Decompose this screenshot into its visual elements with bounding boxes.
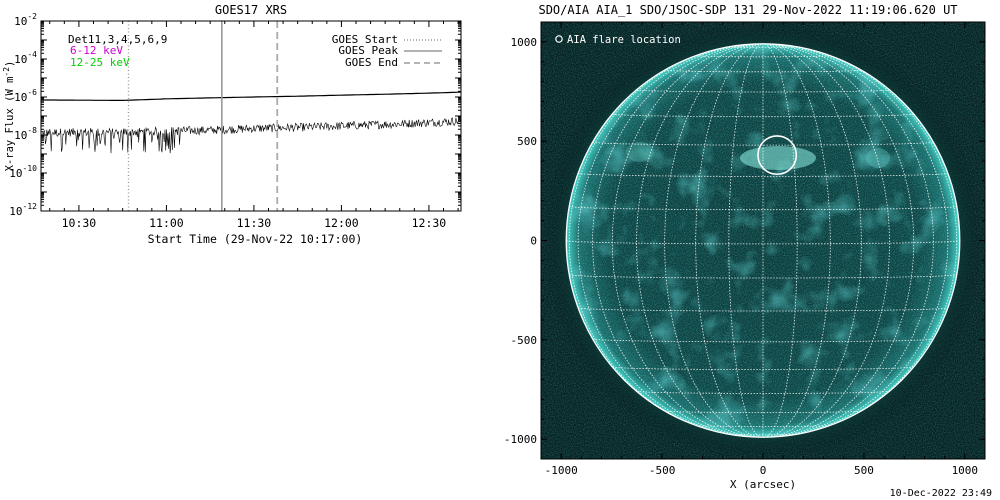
legend-label-goes-end: GOES End — [345, 56, 398, 69]
goes-channel-label-low: 6-12 keV — [70, 44, 123, 57]
longitude-line — [762, 43, 890, 438]
latitude-line — [728, 46, 798, 48]
aia-x-tick-label: 500 — [854, 464, 874, 477]
aia-y-tick-label: 0 — [530, 235, 537, 248]
goes-panel: GOES17 XRS 10:30 11:00 11:30 12:00 12:30 10-… — [2, 3, 462, 246]
goes-y-tick-label: 10-2 — [14, 12, 37, 28]
goes-y-tick-label: 10-10 — [9, 164, 37, 180]
aia-panel: SDO/AIA AIA_1 SDO/JSOC-SDP 131 29-Nov-20… — [504, 3, 986, 491]
goes-y-axis-label-text: X-ray Flux (W m — [4, 77, 16, 172]
legend-label-goes-start: GOES Start — [332, 33, 398, 46]
aia-x-tick-label: -1000 — [545, 464, 578, 477]
longitude-line — [664, 43, 764, 438]
latitude-line — [636, 390, 890, 394]
goes-y-axis-label-exponent: -2 — [2, 67, 11, 77]
longitude-line — [762, 43, 862, 438]
goes-y-tick-label: 10-12 — [9, 202, 37, 218]
goes-y-tick-exponent: -10 — [23, 164, 38, 173]
goes-y-tick-base: 10 — [14, 91, 27, 104]
goes-y-tick-exponent: -12 — [23, 202, 38, 211]
goes-x-tick-label: 12:30 — [412, 216, 447, 230]
goes-x-axis-label: Start Time (29-Nov-22 10:17:00) — [148, 232, 363, 246]
aia-x-tick-label: -500 — [649, 464, 676, 477]
longitude-line — [611, 43, 764, 438]
latitude-line — [592, 338, 934, 343]
longitude-line — [762, 43, 915, 438]
goes-x-tick-label: 11:30 — [237, 216, 272, 230]
aia-x-axis-label: X (arcsec) — [730, 478, 796, 491]
active-region-west — [866, 148, 890, 168]
goes-y-tick-exponent: -8 — [27, 126, 37, 135]
goes-title: GOES17 XRS — [215, 3, 287, 17]
aia-x-tick-label: 0 — [760, 464, 767, 477]
active-region-east — [626, 142, 654, 162]
aia-y-tick-label: 500 — [517, 135, 537, 148]
goes-y-tick-base: 10 — [14, 129, 27, 142]
goes-y-tick-label: 10-6 — [14, 88, 37, 104]
aia-x-tick-label: 1000 — [952, 464, 979, 477]
goes-y-axis-label: X-ray Flux (W m-2) — [2, 61, 16, 172]
latitude-line — [695, 55, 831, 58]
goes-channel-label-detectors: Det11,3,4,5,6,9 — [68, 33, 167, 46]
aia-y-tick-label: -1000 — [504, 433, 537, 446]
goes-series-layer — [41, 91, 461, 154]
flare-legend-label: AIA flare location — [567, 34, 681, 46]
goes-y-tick-exponent: -6 — [27, 88, 37, 97]
latitude-line — [612, 113, 914, 118]
solar-limb — [565, 43, 961, 438]
latitude-line — [728, 433, 798, 436]
flare-location-circle — [757, 135, 798, 176]
footer-timestamp: 10-Dec-2022 23:49 — [890, 488, 992, 499]
goes-y-tick-base: 10 — [14, 15, 27, 28]
flare-legend-symbol — [555, 35, 563, 43]
goes-series-lower-line — [41, 117, 461, 154]
longitude-line — [762, 43, 934, 438]
latitude-line — [577, 172, 949, 177]
latitude-line — [612, 366, 914, 370]
goes-y-tick-label: 10-8 — [14, 126, 37, 142]
goes-y-tick-label: 10-4 — [14, 50, 37, 66]
aia-image: AIA flare location — [541, 22, 985, 459]
goes-y-tick-base: 10 — [14, 53, 27, 66]
latitude-line — [695, 425, 831, 427]
longitude-line — [592, 43, 764, 438]
goes-y-tick-base: 10 — [9, 205, 22, 218]
aia-title: SDO/AIA AIA_1 SDO/JSOC-SDP 131 29-Nov-20… — [538, 3, 957, 17]
goes-legend: GOES Start GOES Peak GOES End — [332, 33, 442, 69]
longitude-line — [636, 43, 764, 438]
goes-x-tick-label: 11:00 — [149, 216, 184, 230]
goes-marker-layer — [127, 21, 279, 211]
goes-y-tick-base: 10 — [9, 167, 22, 180]
active-region-bright — [740, 146, 816, 170]
longitude-line — [762, 43, 798, 438]
latitude-line — [566, 240, 960, 245]
goes-x-tick-label: 10:30 — [62, 216, 97, 230]
aia-x-axis: -1000 -500 0 500 1000 — [540, 22, 986, 477]
goes-y-tick-exponent: -2 — [27, 12, 37, 21]
latitude-line — [578, 307, 948, 312]
goes-channel-label-high: 12-25 keV — [70, 56, 130, 69]
goes-y-axis-label-close: ) — [4, 61, 16, 67]
legend-label-goes-peak: GOES Peak — [338, 44, 398, 57]
goes-series-upper-line — [41, 91, 461, 101]
goes-x-axis: 10:30 11:00 11:30 12:00 12:30 — [49, 21, 459, 230]
goes-y-tick-exponent: -4 — [27, 50, 37, 59]
goes-x-tick-label: 12:00 — [324, 216, 359, 230]
latitude-line — [569, 274, 957, 279]
aia-y-tick-label: -500 — [511, 334, 538, 347]
aia-y-axis: 1000 500 0 -500 -1000 — [504, 21, 985, 460]
aia-y-tick-label: 1000 — [511, 36, 538, 49]
longitude-line — [728, 43, 764, 438]
